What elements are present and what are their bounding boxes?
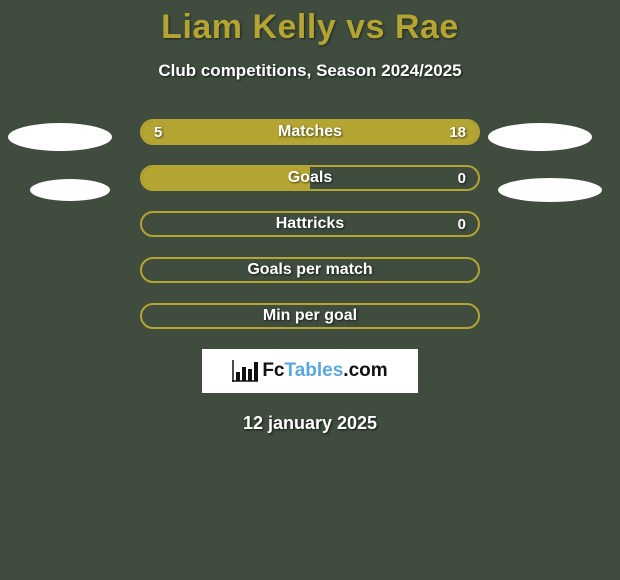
stat-row: Goals per match [140,257,480,283]
stat-value-right: 0 [458,167,466,189]
stat-label: Goals [142,167,478,189]
stat-row: Min per goal [140,303,480,329]
snapshot-date: 12 january 2025 [0,413,620,434]
logo-prefix: Fc [262,360,284,381]
comparison-bars: Matches518Goals0Hattricks0Goals per matc… [0,119,620,329]
stat-label: Goals per match [142,259,478,281]
logo-suffix: .com [343,360,387,381]
page-title: Liam Kelly vs Rae [0,0,620,47]
stat-row: Matches5 18 [140,119,480,145]
fctables-logo: FcTables.com [202,349,418,393]
logo-text: FcTables.com [262,360,387,382]
stat-label: Matches [142,121,478,143]
stat-row: Goals0 [140,165,480,191]
bar-chart-icon [232,360,258,382]
stat-value-left: 5 [154,121,162,143]
stat-row: Hattricks0 [140,211,480,237]
stat-label: Min per goal [142,305,478,327]
comparison-infographic: Liam Kelly vs Rae Club competitions, Sea… [0,0,620,580]
stat-label: Hattricks [142,213,478,235]
logo-main: Tables [285,360,344,381]
stat-value-right: 0 [458,213,466,235]
stat-value-right: 18 [449,121,466,143]
page-subtitle: Club competitions, Season 2024/2025 [0,61,620,81]
